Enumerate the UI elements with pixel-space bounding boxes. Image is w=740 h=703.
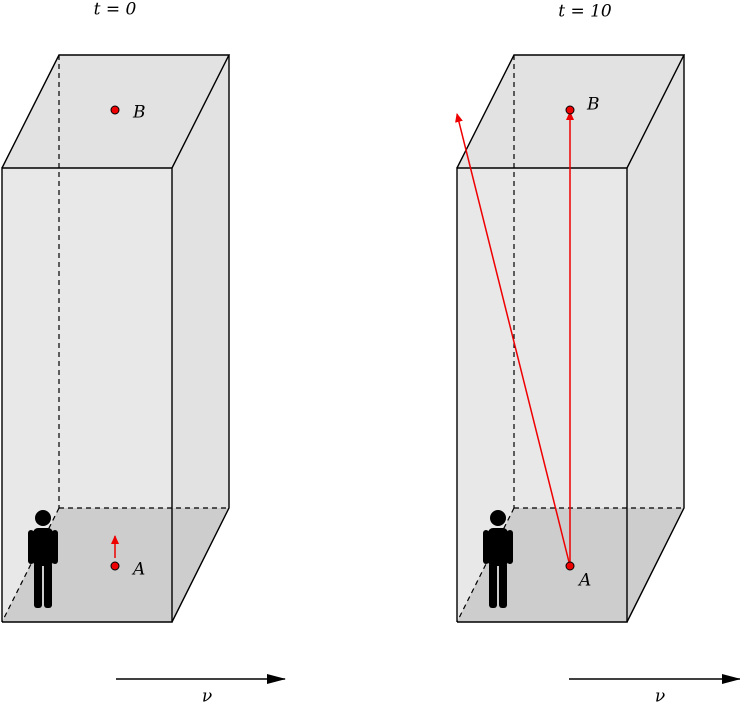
label-b: B	[586, 95, 600, 115]
panel-title: t = 10	[558, 2, 612, 22]
panel-right: t = 10 B A ν	[455, 2, 740, 703]
velocity-label: ν	[655, 687, 665, 703]
point-b	[565, 105, 575, 115]
label-b: B	[132, 103, 146, 123]
panel-left: t = 0 B A ν	[1, 0, 286, 703]
point-a	[110, 561, 120, 571]
point-b	[110, 105, 120, 115]
light-path	[455, 113, 571, 567]
panel-title: t = 0	[94, 0, 137, 20]
velocity-label: ν	[202, 687, 212, 703]
point-a	[565, 561, 575, 571]
label-a: A	[577, 571, 591, 591]
label-a: A	[131, 560, 145, 580]
